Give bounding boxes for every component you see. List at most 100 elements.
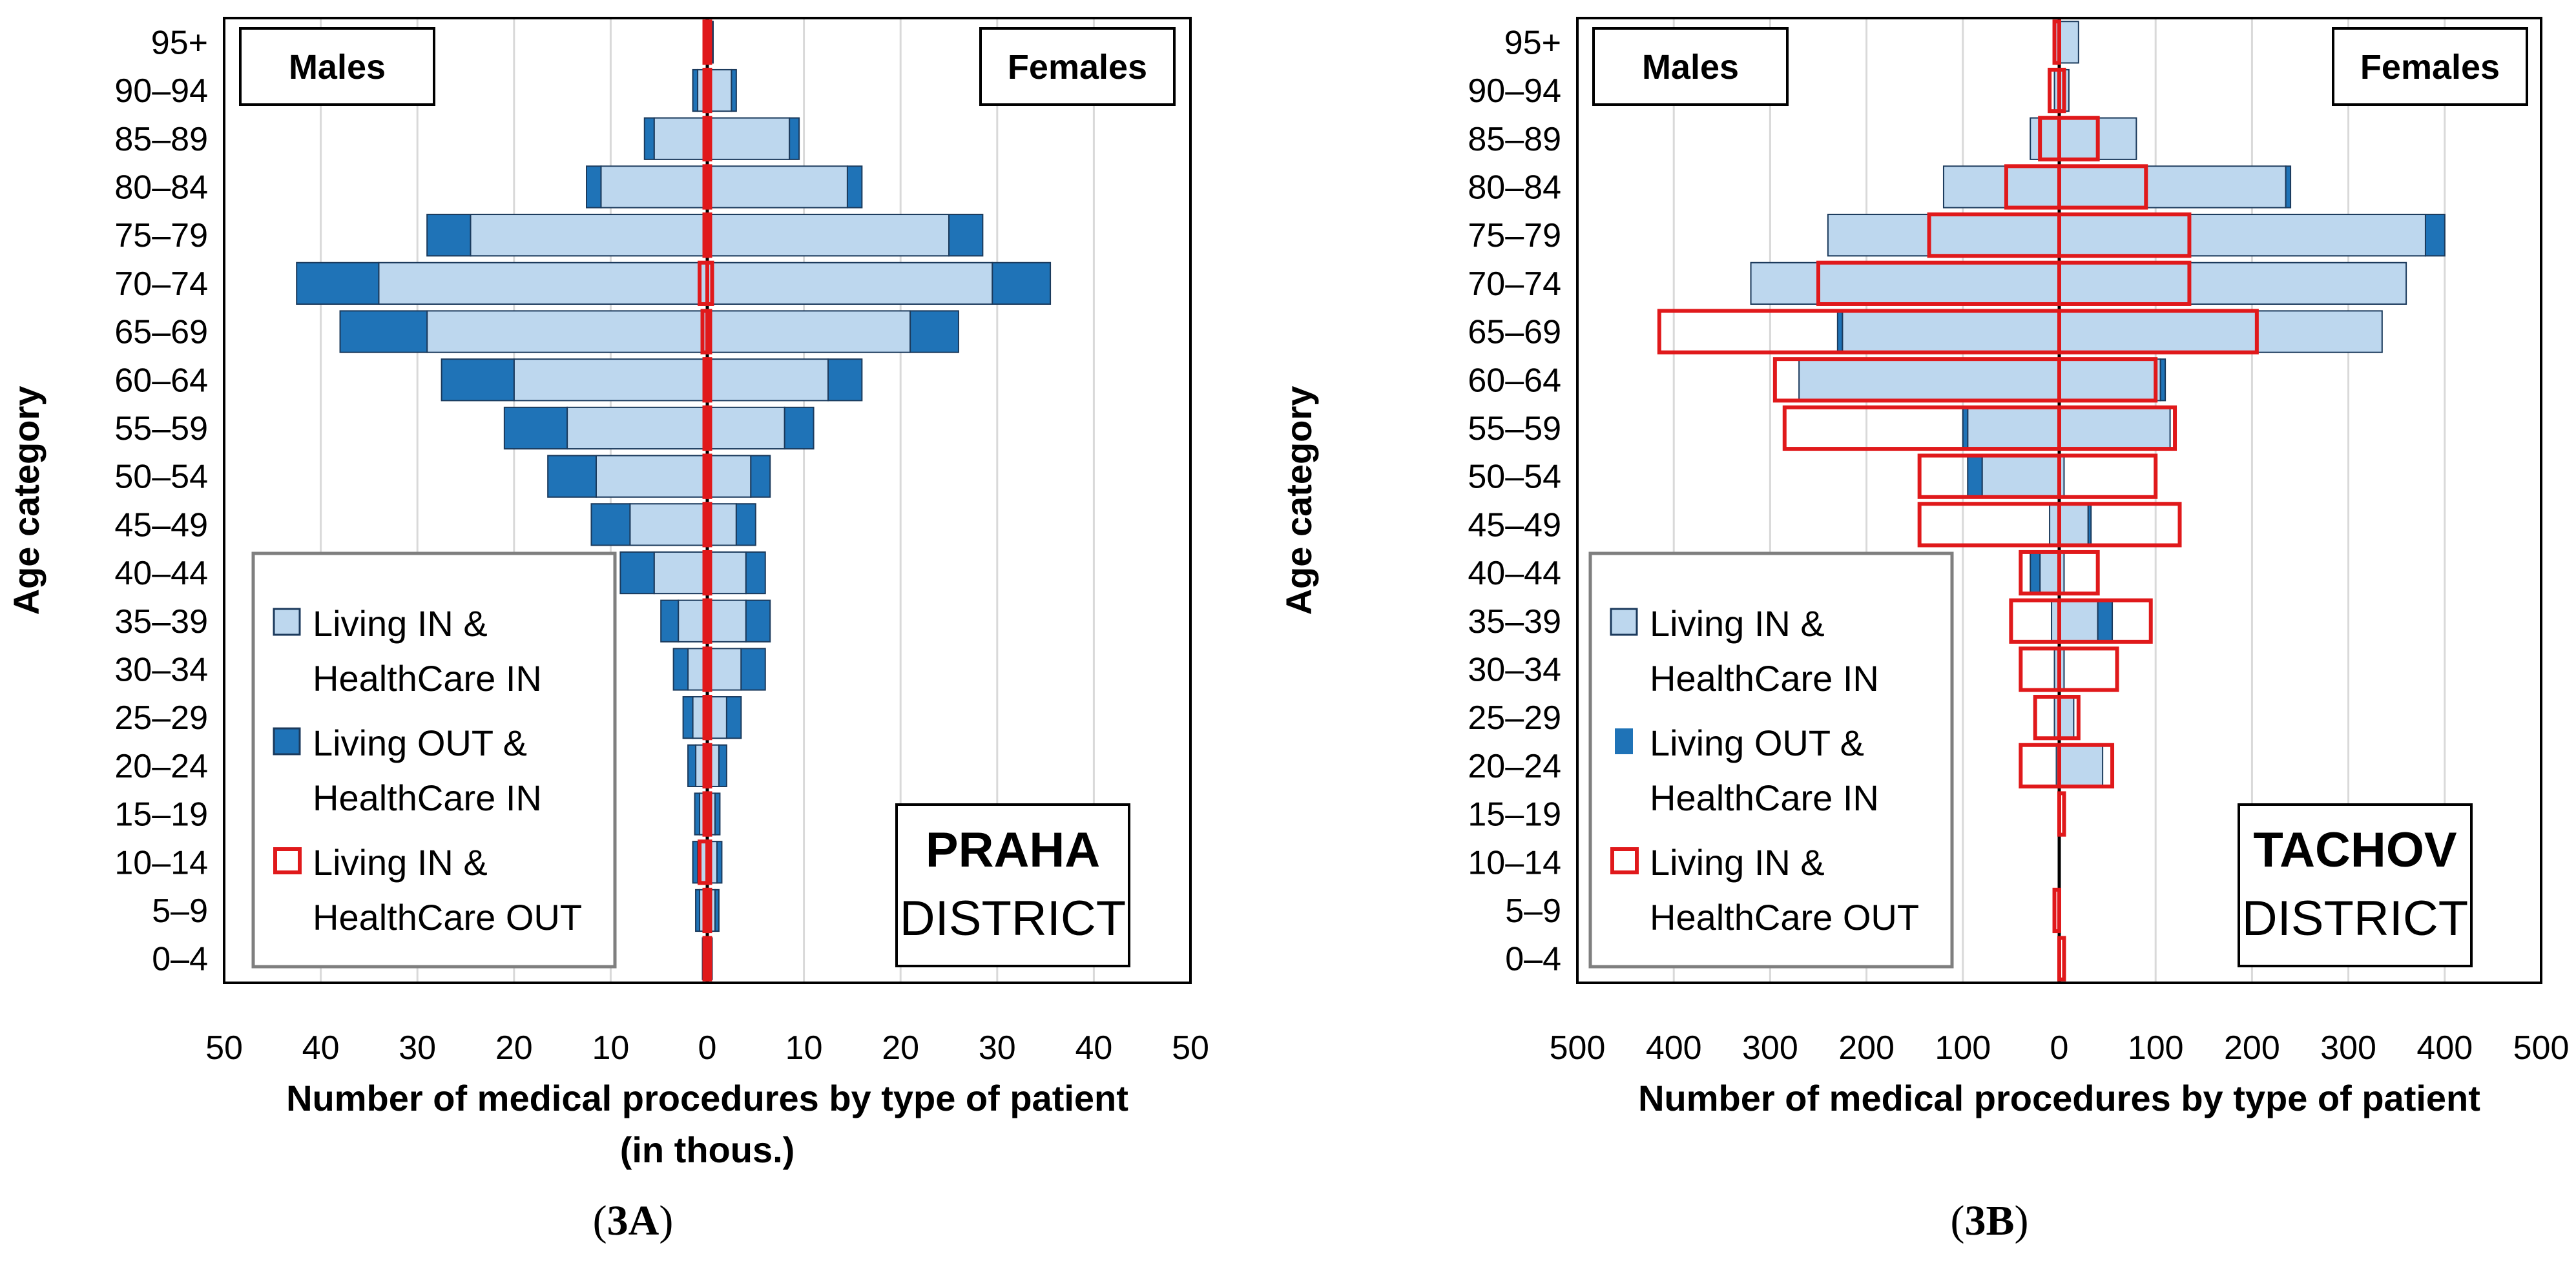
y-tick-label: 95+ [1504,24,1561,61]
bar-female-in-in [2059,696,2075,739]
bar-female-out-in [827,358,863,402]
bar-female-in-in [2059,21,2079,64]
y-tick-label: 55–59 [1468,410,1561,447]
bar-male-in-in [1967,406,2061,450]
x-tick-label: 500 [2513,1029,2570,1067]
y-tick-label: 25–29 [1468,699,1561,737]
bar-male-out-in [296,262,380,305]
bar-male-out-in [687,744,697,787]
bar-male-out-in [1836,310,1844,353]
bar-female-out-in [745,599,771,643]
legend-label-line2: HealthCare OUT [313,897,582,938]
legend-box [1588,551,1954,969]
bar-male-out-in [441,358,515,402]
bar-male-out-in [1962,406,1969,450]
bar-female-in-out [705,936,712,982]
legend-swatch-in-in [1610,608,1638,636]
x-tick-label: 300 [1742,1029,1798,1067]
y-tick-label: 0–4 [152,941,208,978]
bar-female-in-out [2057,695,2081,741]
caption-label: 3B [1964,1197,2014,1244]
y-tick-label: 80–84 [114,169,208,206]
bar-female-out-in [2285,165,2292,209]
bar-female-in-out [2057,598,2153,644]
legend-label: Living IN & [1650,842,1825,883]
y-tick-label: 60–64 [1468,362,1561,399]
bar-female-in-in [707,406,785,450]
males-label: Males [1642,48,1739,87]
x-tick-label: 40 [1075,1029,1112,1067]
bar-female-out-in [714,792,721,836]
y-tick-label: 40–44 [114,555,208,592]
legend-box [251,551,617,969]
legend-label-line2: HealthCare OUT [1650,897,1919,938]
y-tick-label: 15–19 [1468,796,1561,834]
bar-male-out-in [547,455,597,498]
x-tick-label: 200 [2224,1029,2280,1067]
y-tick-label: 5–9 [152,892,208,930]
y-tick-label: 35–39 [114,603,208,641]
x-tick-label: 300 [2320,1029,2376,1067]
bar-male-out-in [660,599,680,643]
bar-male-in-in [470,214,708,257]
bar-male-in-out [2052,887,2062,934]
bar-female-in-out [2057,453,2158,499]
bar-female-out-in [846,165,863,209]
legend-label: Living OUT & [313,723,527,763]
bar-male-out-in [682,696,694,739]
y-tick-label: 65–69 [1468,314,1561,351]
x-tick-label: 0 [2050,1029,2069,1067]
bar-female-in-in [2059,599,2099,643]
bar-female-out-in [714,889,720,932]
bar-male-out-in [672,648,689,691]
caption-open: ( [593,1197,607,1244]
bar-female-in-out [705,646,712,692]
caption-close: ) [2015,1197,2029,1244]
x-tick-label: 40 [302,1029,340,1067]
x-tick-label: 20 [882,1029,919,1067]
panel-caption: (3B) [1951,1197,2029,1244]
bar-female-in-out [705,743,712,788]
district-box [2238,803,2473,967]
bar-female-in-out [705,19,712,65]
y-axis-title: Age category [6,386,47,615]
bar-female-in-out [705,67,712,114]
bar-male-in-in [513,358,708,402]
y-tick-label: 75–79 [114,217,208,254]
y-tick-label: 75–79 [1468,217,1561,254]
bar-female-in-out [2057,212,2192,258]
bar-female-in-out [2057,743,2115,788]
bar-male-out-in [692,841,699,884]
x-axis-title: Number of medical procedures by type of … [286,1078,1128,1118]
district-box [895,803,1130,967]
bar-male-out-in [586,165,602,209]
bar-female-in-out [705,695,712,741]
bar-female-in-in [707,310,911,353]
bar-female-out-in [2424,214,2446,257]
y-tick-label: 5–9 [1505,892,1561,930]
bar-female-in-out [705,357,712,403]
district-name: PRAHA [926,823,1100,878]
y-tick-label: 65–69 [114,314,208,351]
y-tick-label: 50–54 [114,458,208,496]
bar-female-out-in [735,503,756,546]
legend-swatch-in-out [1610,847,1639,874]
x-tick-label: 100 [1935,1029,1991,1067]
x-tick-label: 50 [205,1029,243,1067]
chart-tachov: 0–4 5–9 10–14 15–19 20–24 25–29 30–34 35–39 40–4… [1278,17,2570,1244]
bar-male-out-in [692,68,699,112]
legend-swatch-out-in [1615,728,1633,754]
bar-male-out-in [694,792,701,836]
bar-male-in-in [566,406,709,450]
y-tick-label: 35–39 [1468,603,1561,641]
y-tick-label: 80–84 [1468,169,1561,206]
bar-female-out-in [745,551,766,595]
y-tick-label: 30–34 [114,651,208,688]
bar-male-in-in [1798,358,2060,402]
bar-female-in-out [705,453,712,499]
y-tick-label: 45–49 [114,506,208,544]
district-word: DISTRICT [2242,891,2468,946]
bar-female-out-in [2159,358,2166,402]
bar-female-in-out [705,887,712,934]
